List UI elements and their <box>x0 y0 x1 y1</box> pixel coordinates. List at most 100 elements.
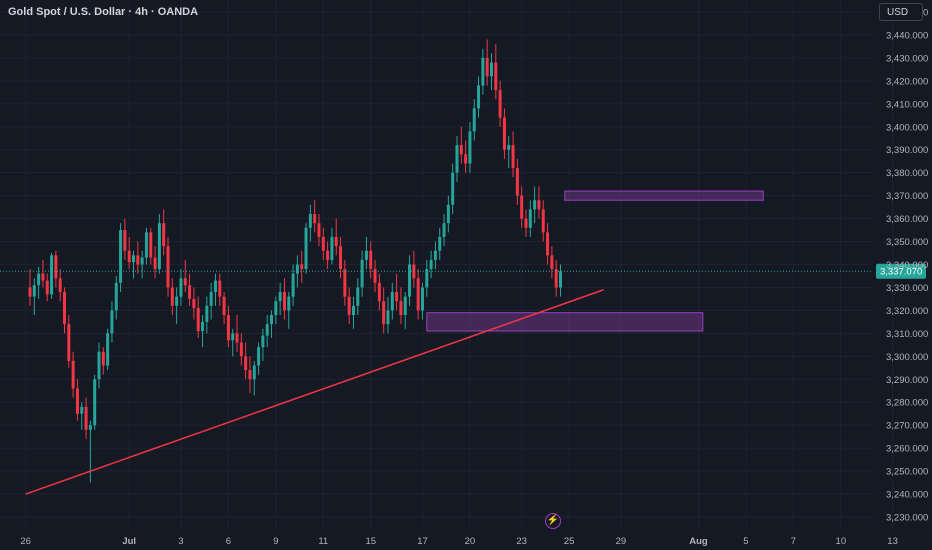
candle-body <box>347 296 351 315</box>
price-tick-label: 3,230.000 <box>886 513 928 524</box>
candle-body <box>511 145 515 169</box>
candle-body <box>67 324 71 361</box>
candle-body <box>144 232 148 258</box>
time-tick-label: 25 <box>564 536 575 547</box>
candle-body <box>300 264 304 270</box>
time-tick-label: 10 <box>836 536 847 547</box>
candle-body <box>201 321 205 332</box>
candle-body <box>524 218 528 228</box>
candle-body <box>485 57 489 77</box>
candle-body <box>123 230 127 251</box>
candle-body <box>205 305 209 322</box>
trendline <box>25 289 604 495</box>
time-tick-label: 9 <box>273 536 278 547</box>
last-price-label: 3,337.070 <box>880 267 922 278</box>
candle-body <box>356 287 360 306</box>
candle-body <box>351 305 355 315</box>
candle-body <box>481 57 485 86</box>
support-zone <box>426 312 704 332</box>
trendline-layer <box>25 289 604 495</box>
candle-body <box>252 365 256 380</box>
candle-body <box>291 273 295 297</box>
candle-body <box>84 406 88 430</box>
candle-body <box>550 255 554 270</box>
time-tick-label: 17 <box>417 536 428 547</box>
candle-body <box>317 223 321 237</box>
candle-body <box>136 255 140 265</box>
candle-body <box>63 292 67 325</box>
candle-body <box>334 236 338 247</box>
candle-body <box>403 296 407 315</box>
price-tick-label: 3,260.000 <box>886 444 928 455</box>
price-tick-label: 3,280.000 <box>886 398 928 409</box>
price-tick-label: 3,240.000 <box>886 490 928 501</box>
candle-body <box>28 287 32 297</box>
candle-body <box>494 62 498 91</box>
candle-body <box>218 280 222 297</box>
candle-body <box>41 273 45 281</box>
candle-body <box>179 278 183 297</box>
lightning-icon[interactable]: ⚡ <box>545 513 561 529</box>
candle-body <box>528 209 532 228</box>
price-tick-label: 3,380.000 <box>886 168 928 179</box>
candle-body <box>114 282 118 311</box>
candle-body <box>416 278 420 311</box>
candle-body <box>282 292 286 311</box>
price-tick-label: 3,320.000 <box>886 306 928 317</box>
candle-body <box>222 296 226 315</box>
candle-body <box>110 310 114 334</box>
time-tick-label: 5 <box>743 536 748 547</box>
candle-body <box>265 324 269 336</box>
candle-body <box>515 168 519 196</box>
candle-body <box>502 117 506 150</box>
symbol-title: Gold Spot / U.S. Dollar · 4h · OANDA <box>8 6 199 18</box>
time-tick-label: 20 <box>465 536 476 547</box>
candle-body <box>157 223 161 270</box>
candle-body <box>196 308 200 332</box>
time-tick-label: 11 <box>318 536 328 547</box>
candle-body <box>248 370 252 380</box>
candle-body <box>399 301 403 315</box>
time-tick-label: Jul <box>122 536 136 547</box>
candle-body <box>369 250 373 270</box>
price-tick-label: 3,270.000 <box>886 421 928 432</box>
price-tick-label: 3,370.000 <box>886 191 928 202</box>
candle-body <box>533 200 537 210</box>
candle-body <box>360 259 364 288</box>
candle-body <box>45 280 49 295</box>
candle-body <box>412 264 416 279</box>
candle-body <box>451 172 455 205</box>
candle-body <box>429 259 433 270</box>
candle-body <box>364 250 368 260</box>
candle-body <box>343 269 347 297</box>
candle-body <box>226 315 230 341</box>
candle-body <box>58 278 62 293</box>
currency-button[interactable]: USD <box>879 3 923 21</box>
candle-body <box>213 280 217 293</box>
candle-body <box>554 269 558 288</box>
time-tick-label: 15 <box>365 536 376 547</box>
candle-body <box>235 333 239 343</box>
price-axis[interactable]: 3,230.000 3,240.000 3,250.000 3,260.000 3,27… <box>886 8 928 524</box>
candle-body <box>244 356 248 371</box>
price-tick-label: 3,290.000 <box>886 375 928 386</box>
time-axis[interactable]: 26 Jul 3 6 9 11 15 17 20 23 25 29 Aug 5 7 10 13 <box>20 536 897 547</box>
candle-body <box>188 285 192 299</box>
candle-body <box>80 406 84 414</box>
price-tick-label: 3,330.000 <box>886 283 928 294</box>
candle-body <box>175 296 179 306</box>
candle-body <box>326 250 330 260</box>
candle-body <box>88 425 92 430</box>
candle-body <box>97 351 101 380</box>
candle-body <box>162 223 166 247</box>
candle-body <box>313 214 317 224</box>
candle-body <box>106 333 110 366</box>
candle-body <box>498 90 502 118</box>
candle-body <box>446 204 450 224</box>
candle-body <box>239 342 243 357</box>
candle-body <box>270 315 274 325</box>
candle-body <box>395 292 399 302</box>
candle-body <box>140 257 144 265</box>
price-tick-label: 3,250.000 <box>886 467 928 478</box>
